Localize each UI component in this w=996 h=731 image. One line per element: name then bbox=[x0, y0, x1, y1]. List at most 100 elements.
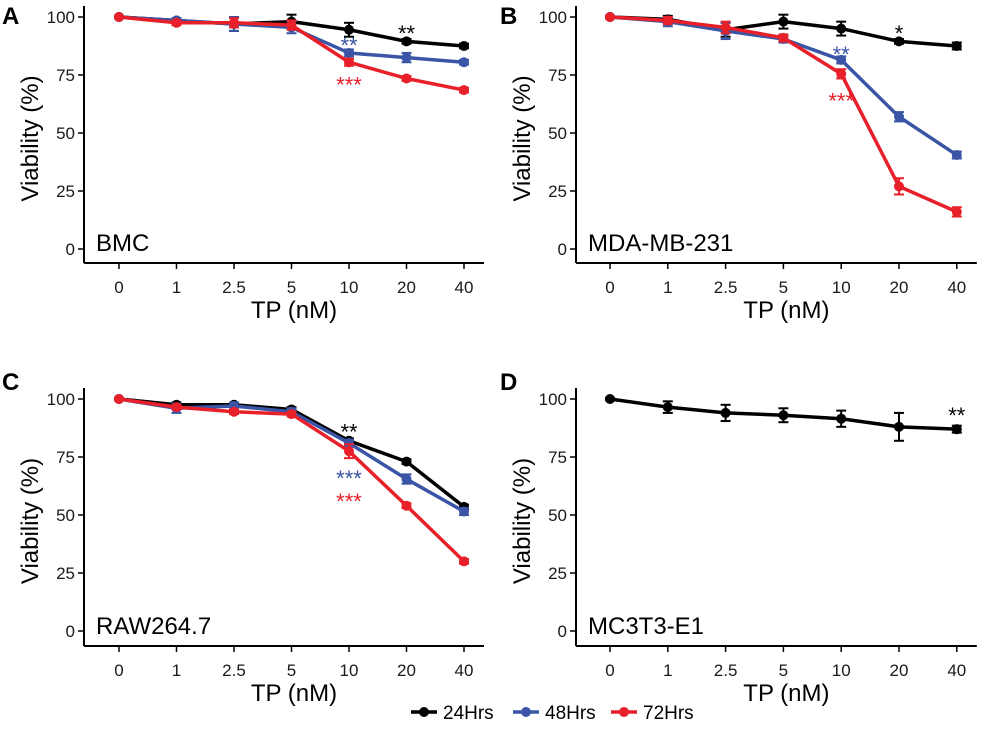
data-point bbox=[836, 68, 847, 79]
legend: 24Hrs 48Hrs 72Hrs bbox=[411, 703, 694, 724]
panel-a: A 0 25 50 75 100 0 1 2.5 5 10 20 40 TP (nM) Viability … bbox=[2, 3, 484, 324]
data-point bbox=[459, 556, 469, 567]
y-tick-label: 0 bbox=[66, 622, 75, 641]
y-tick-label: 25 bbox=[56, 564, 75, 583]
data-point bbox=[836, 54, 847, 65]
x-tick-label: 40 bbox=[455, 278, 474, 297]
legend-item-24hrs: 24Hrs bbox=[411, 703, 494, 724]
data-point bbox=[951, 150, 962, 161]
x-tick-label: 2.5 bbox=[222, 661, 246, 680]
data-point bbox=[344, 57, 354, 68]
significance-annotation: ** bbox=[340, 419, 358, 444]
data-point bbox=[344, 47, 354, 58]
data-point bbox=[894, 181, 904, 192]
significance-annotation: *** bbox=[336, 466, 362, 491]
legend-label: 48Hrs bbox=[545, 703, 596, 724]
data-point bbox=[720, 22, 731, 33]
y-tick-label: 75 bbox=[56, 448, 75, 467]
x-tick-label: 0 bbox=[605, 278, 614, 297]
series-72hrs bbox=[114, 12, 469, 96]
data-point bbox=[894, 36, 904, 47]
data-point bbox=[229, 406, 239, 417]
data-point bbox=[401, 500, 412, 511]
significance-annotation: * bbox=[895, 21, 904, 46]
data-point bbox=[662, 15, 673, 26]
data-point bbox=[114, 12, 124, 22]
y-tick-label: 50 bbox=[56, 124, 75, 143]
data-point bbox=[778, 16, 789, 27]
panel-letter: B bbox=[500, 3, 517, 30]
legend-item-72hrs: 72Hrs bbox=[611, 703, 694, 724]
data-point bbox=[114, 394, 124, 404]
data-point bbox=[459, 41, 469, 51]
cell-line-label: MDA-MB-231 bbox=[588, 230, 733, 257]
x-tick-label: 40 bbox=[947, 661, 966, 680]
x-tick-label: 0 bbox=[114, 661, 123, 680]
data-point bbox=[459, 506, 469, 517]
data-point bbox=[894, 421, 904, 432]
data-point bbox=[459, 85, 469, 96]
x-tick-label: 40 bbox=[455, 661, 474, 680]
y-tick-label: 50 bbox=[548, 506, 567, 525]
x-tick-label: 40 bbox=[947, 278, 966, 297]
y-tick-label: 100 bbox=[539, 390, 567, 409]
x-tick-label: 5 bbox=[287, 661, 296, 680]
x-tick-label: 10 bbox=[340, 661, 359, 680]
panel-d: D 0 25 50 75 100 0 1 2.5 5 10 20 40 TP (nM) Viability … bbox=[500, 369, 977, 707]
data-point bbox=[662, 402, 673, 413]
x-tick-label: 20 bbox=[890, 278, 909, 297]
series-72hrs bbox=[114, 394, 469, 567]
legend-label: 72Hrs bbox=[643, 703, 694, 724]
panel-b: B 0 25 50 75 100 0 1 2.5 5 10 20 40 TP (nM) Viability … bbox=[500, 3, 977, 324]
data-point bbox=[459, 57, 469, 68]
x-tick-label: 1 bbox=[172, 661, 181, 680]
y-tick-label: 0 bbox=[558, 622, 567, 641]
significance-annotation: *** bbox=[336, 489, 362, 514]
panel-c: C 0 25 50 75 100 0 1 2.5 5 10 20 40 TP (nM) Viability … bbox=[2, 369, 484, 707]
x-tick-label: 2.5 bbox=[714, 278, 738, 297]
legend-item-48hrs: 48Hrs bbox=[513, 703, 596, 724]
y-tick-label: 50 bbox=[548, 124, 567, 143]
series-24hrs bbox=[605, 394, 962, 442]
data-point bbox=[951, 41, 962, 51]
y-tick-label: 100 bbox=[539, 8, 567, 27]
x-tick-label: 20 bbox=[890, 661, 909, 680]
data-point bbox=[229, 17, 239, 28]
data-point bbox=[605, 394, 615, 404]
legend-label: 24Hrs bbox=[443, 703, 494, 724]
significance-annotation: ** bbox=[833, 42, 851, 67]
legend-swatch-marker bbox=[419, 707, 429, 717]
x-tick-label: 2.5 bbox=[222, 278, 246, 297]
data-point bbox=[286, 409, 297, 420]
panel-letter: A bbox=[2, 3, 19, 30]
y-axis-label: Viability (%) bbox=[509, 458, 536, 584]
y-tick-label: 25 bbox=[548, 564, 567, 583]
data-point bbox=[171, 402, 182, 413]
data-point bbox=[836, 413, 847, 424]
data-point bbox=[401, 73, 412, 84]
y-tick-label: 0 bbox=[558, 240, 567, 259]
data-point bbox=[951, 424, 962, 435]
x-tick-label: 1 bbox=[172, 278, 181, 297]
cell-line-label: MC3T3-E1 bbox=[588, 613, 704, 640]
data-point bbox=[286, 20, 297, 31]
data-point bbox=[778, 410, 789, 421]
panel-letter: D bbox=[500, 369, 517, 396]
x-tick-label: 20 bbox=[397, 661, 416, 680]
y-axis-label: Viability (%) bbox=[509, 75, 536, 201]
y-tick-label: 25 bbox=[548, 182, 567, 201]
significance-annotation: ** bbox=[948, 403, 966, 428]
data-point bbox=[951, 206, 962, 217]
panel-letter: C bbox=[2, 369, 19, 396]
x-tick-label: 5 bbox=[287, 278, 296, 297]
y-axis-label: Viability (%) bbox=[17, 75, 44, 201]
series-line bbox=[609, 15, 958, 214]
x-tick-label: 5 bbox=[779, 278, 788, 297]
legend-swatch-marker bbox=[619, 707, 629, 717]
y-tick-label: 25 bbox=[56, 182, 75, 201]
cell-line-label: BMC bbox=[96, 230, 149, 257]
x-tick-label: 1 bbox=[663, 661, 672, 680]
series-24hrs bbox=[605, 12, 962, 51]
